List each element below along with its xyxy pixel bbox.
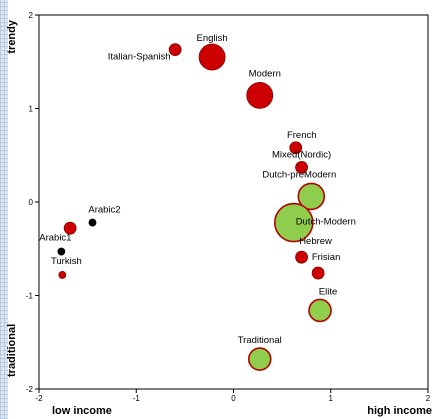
x-axis-label-high: high income [367,405,432,417]
y-axis-label-low: traditional [6,324,18,377]
point-labels-layer: English Italian-Spanish Modern French Mixed(… [39,33,356,346]
point-arabic2 [88,218,97,227]
x-tick-label: 1 [329,394,334,403]
point-traditional [247,347,272,371]
y-axis-label-high: trendy [6,19,18,54]
point-unlabeled-14 [63,221,77,235]
y-tick-label: 2 [29,11,34,20]
point-dutch-premodern [297,182,326,211]
side-panel-strip [0,0,8,419]
y-tick-label: -2 [26,385,34,394]
point-label-dutch-premodern: Dutch-preModern [262,169,336,180]
point-label-italian-spanish: Italian-Spanish [108,52,171,63]
y-tick-label: 1 [29,105,34,114]
x-tick-label: -2 [35,394,43,403]
x-tick-label: 0 [231,394,236,403]
point-arabic1 [57,247,66,256]
point-label-turkish: Turkish [51,256,82,267]
point-label-french: French [287,130,317,141]
plot-frame [38,14,429,390]
point-label-hebrew: Hebrew [299,236,332,247]
point-label-modern: Modern [249,68,281,79]
point-label-frisian: Frisian [312,252,341,263]
point-hebrew [295,250,308,264]
point-italian-spanish [168,43,182,56]
point-turkish [58,271,67,279]
point-frisian [311,266,325,280]
point-label-dutch-modern: Dutch-Modern [296,217,356,228]
point-label-elite: Elite [319,286,337,297]
point-label-english: English [197,33,228,44]
x-axis-label-low: low income [52,405,112,417]
point-english [198,43,226,71]
point-mixed-nordic [295,161,308,174]
y-tick-label: 0 [29,198,34,207]
point-dutch-modern [273,202,314,243]
point-label-mixed-nordic: Mixed(Nordic) [272,149,331,160]
x-tick-label: -1 [133,394,141,403]
point-modern [246,82,274,109]
point-label-arabic1: Arabic1 [39,233,71,244]
point-label-traditional: Traditional [238,335,282,346]
point-label-arabic2: Arabic2 [88,205,120,216]
y-tick-label: -1 [26,292,34,301]
tick-layer: -2 -1 0 1 2 -2 -1 0 1 2 [26,11,431,403]
point-french [289,141,303,155]
point-elite [308,298,332,323]
points-layer [57,43,332,371]
x-tick-label: 2 [426,394,431,403]
